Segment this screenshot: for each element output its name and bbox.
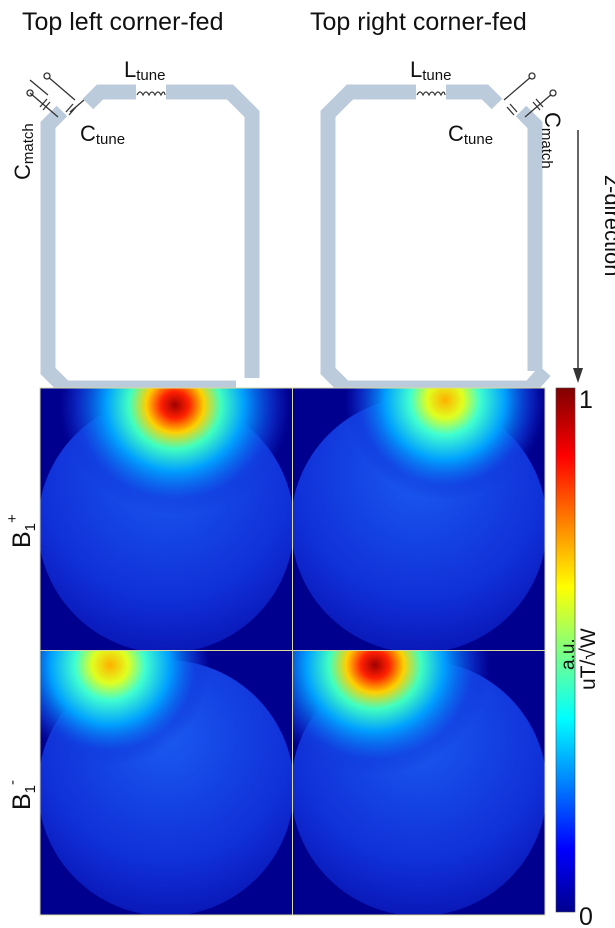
colorbar-unit-ut: uT/√W: [577, 628, 600, 690]
colorbar: [555, 387, 576, 913]
label-c-match-left: Cmatch: [10, 123, 37, 180]
z-direction-label: z-direction: [600, 175, 615, 276]
capacitors-left: [26, 72, 85, 118]
map-b1plus-top-left: [40, 388, 292, 650]
terminal-icon: [549, 89, 557, 97]
coil-right: [320, 84, 551, 396]
title-top-right-corner-fed: Top right corner-fed: [310, 8, 527, 36]
label-c-tune-right: Ctune: [448, 121, 493, 148]
field-maps: [39, 387, 546, 916]
map-b1minus-bottom-right: [293, 651, 545, 914]
colorbar-unit-au: a.u.: [558, 638, 579, 670]
row-label-b1-plus: B1+: [4, 514, 39, 548]
label-l-tune-right: Ltune: [410, 57, 451, 84]
label-c-match-right: Cmatch: [538, 112, 565, 169]
terminal-icon: [528, 72, 536, 80]
inductor-left: [136, 91, 166, 97]
colorbar-min-label: 0: [579, 903, 593, 928]
label-l-tune-left: Ltune: [124, 57, 165, 84]
label-c-tune-left: Ctune: [80, 121, 125, 148]
title-top-left-corner-fed: Top left corner-fed: [22, 8, 224, 36]
map-b1plus-top-right: [293, 388, 545, 650]
capacitors-right: [503, 72, 557, 118]
terminal-icon: [43, 72, 51, 80]
coil-left: [40, 84, 260, 396]
z-direction-arrow: [573, 130, 583, 383]
colorbar-max-label: 1: [579, 386, 593, 414]
row-label-b1-minus: B1-: [4, 780, 39, 810]
inductor-right: [416, 91, 446, 97]
map-b1minus-bottom-left: [40, 651, 292, 914]
